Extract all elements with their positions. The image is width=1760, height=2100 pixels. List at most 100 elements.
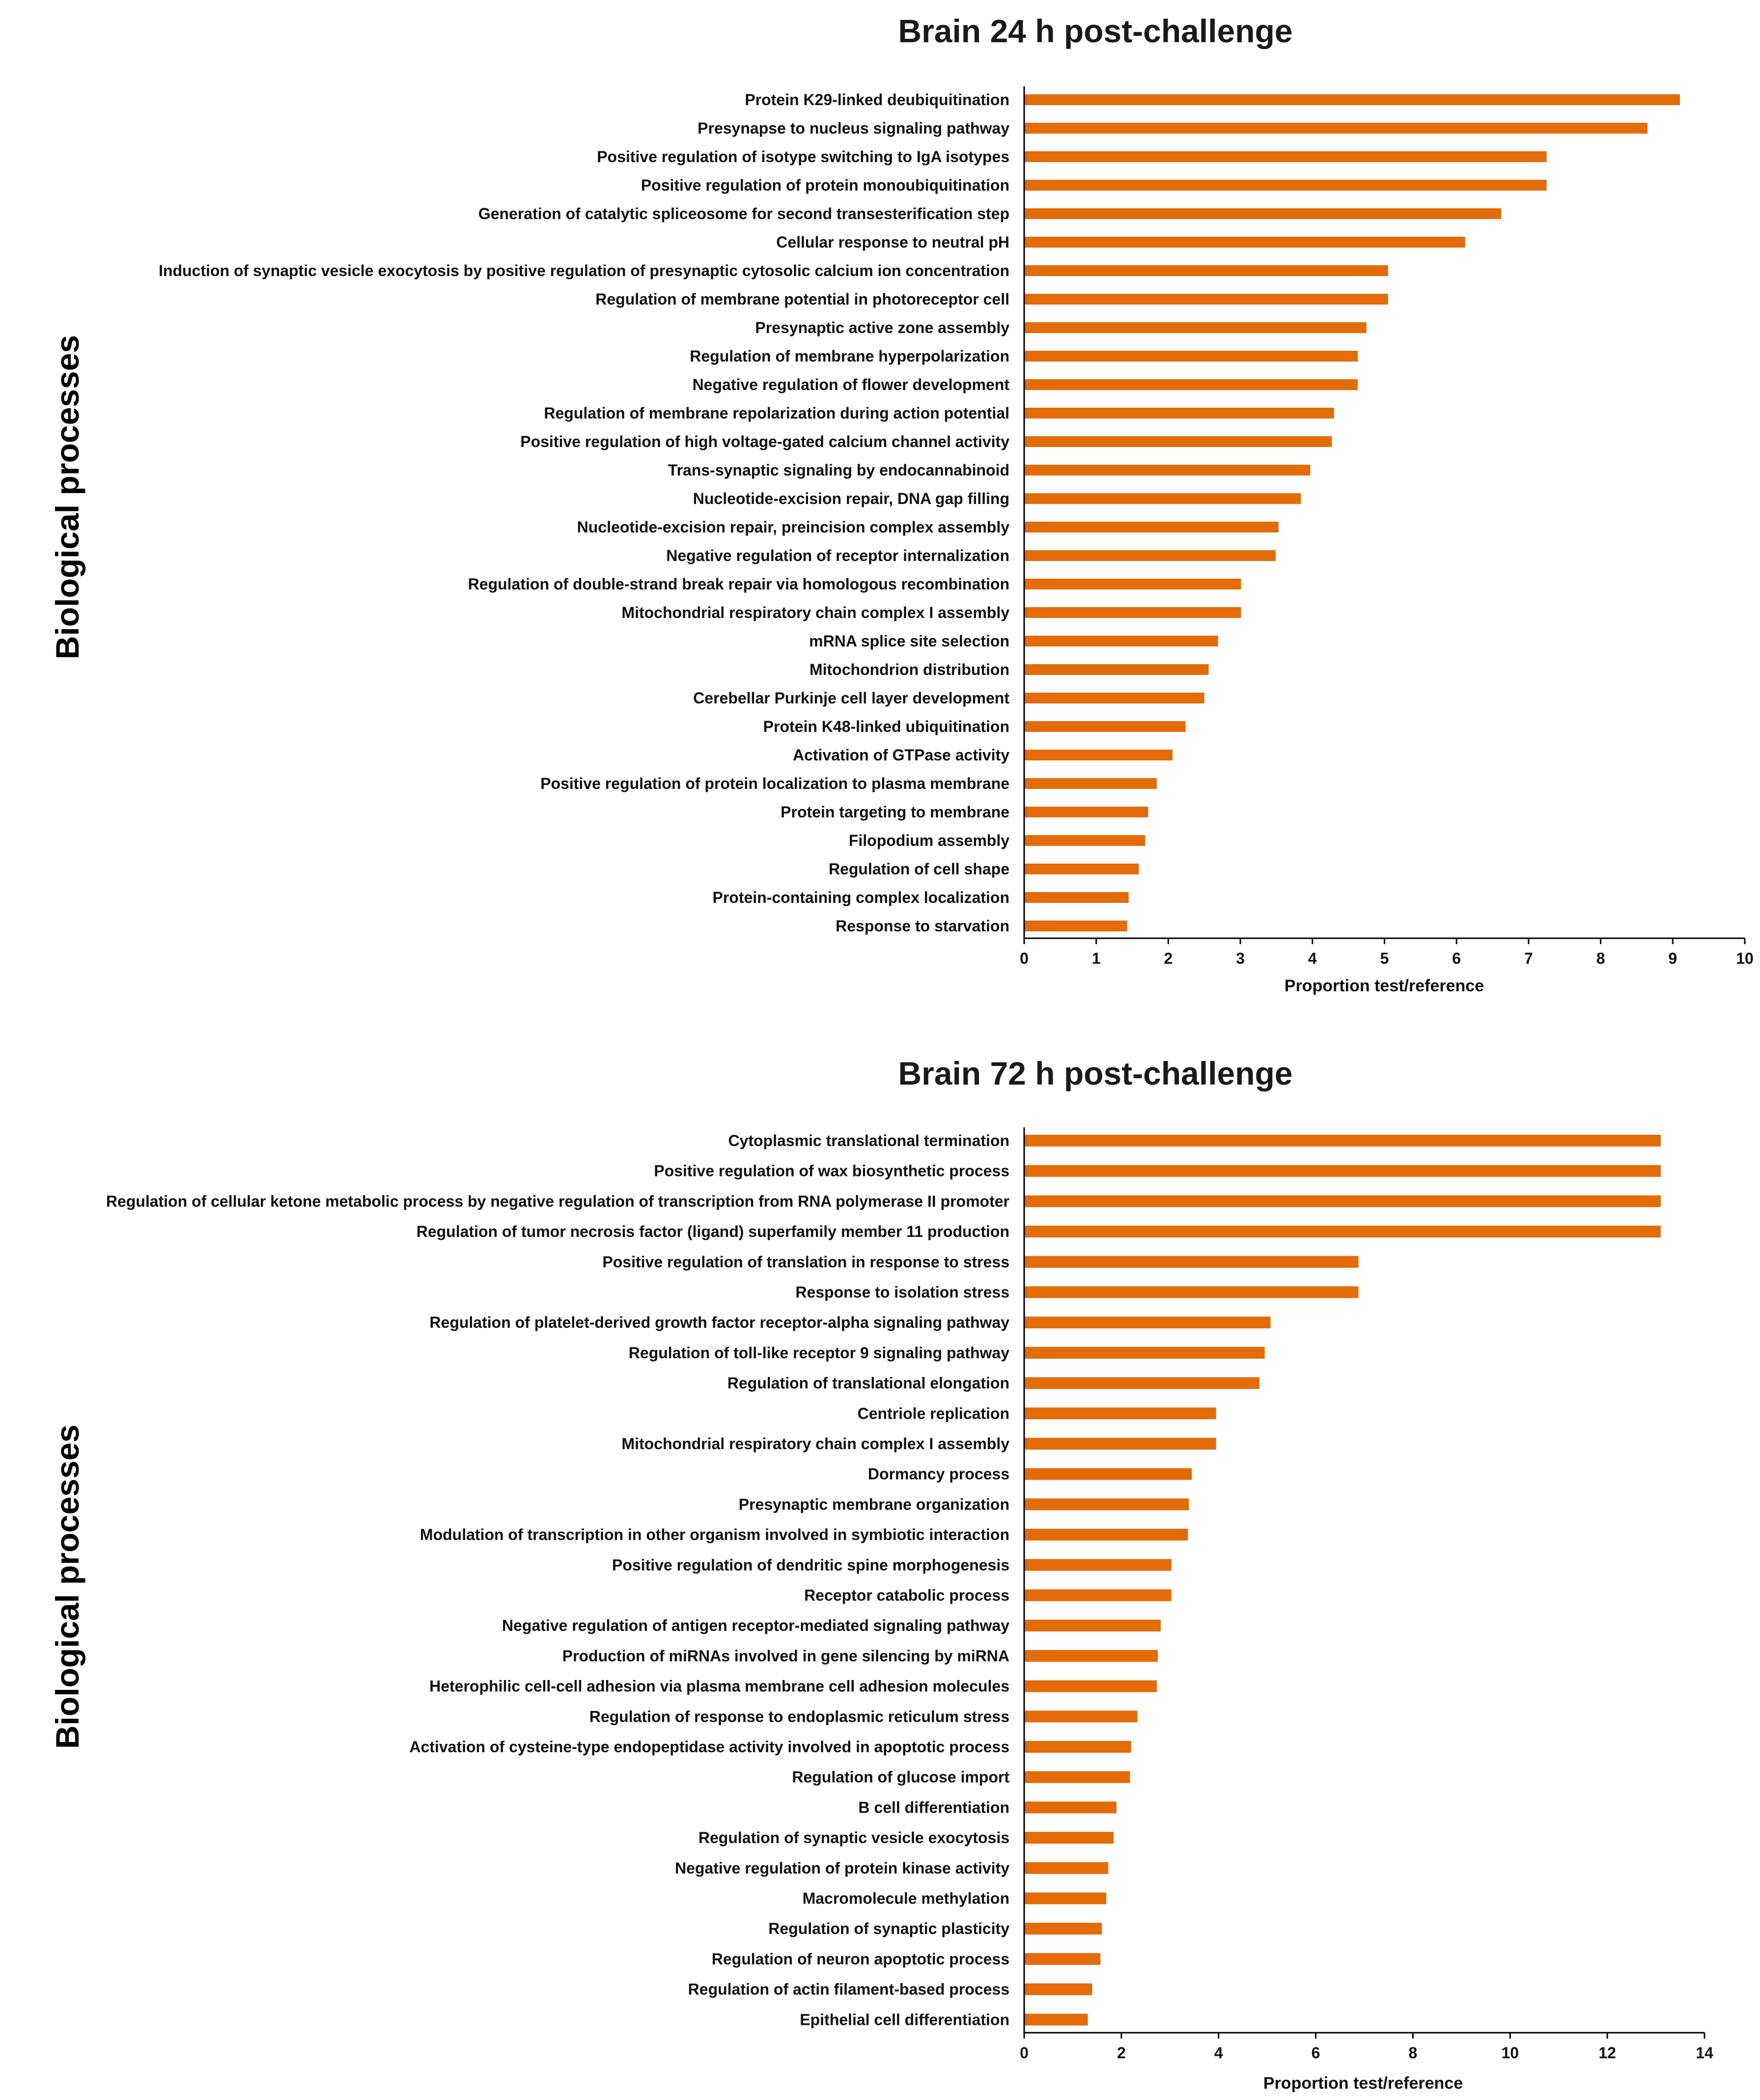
bar	[1024, 550, 1276, 561]
bar	[1024, 636, 1218, 646]
bar	[1024, 1892, 1107, 1904]
bar	[1024, 408, 1334, 419]
category-label: Nucleotide-excision repair, preincision …	[577, 518, 1010, 536]
category-label: Production of miRNAs involved in gene si…	[562, 1647, 1009, 1665]
category-label: Modulation of transcription in other org…	[420, 1526, 1009, 1543]
category-label: Negative regulation of receptor internal…	[666, 547, 1009, 564]
bar	[1024, 465, 1311, 476]
category-label: Regulation of membrane hyperpolarization	[690, 347, 1009, 365]
bar	[1024, 180, 1547, 191]
bar	[1024, 664, 1209, 675]
bar	[1024, 294, 1388, 305]
category-label: Regulation of membrane potential in phot…	[595, 290, 1009, 308]
category-label: Regulation of platelet-derived growth fa…	[429, 1314, 1009, 1331]
category-label: Negative regulation of antigen receptor-…	[502, 1617, 1009, 1634]
bar	[1024, 1620, 1161, 1632]
y-axis-label: Biological processes	[49, 1425, 85, 1749]
category-label: Activation of GTPase activity	[793, 746, 1009, 764]
bar	[1024, 921, 1127, 931]
x-tick-label: 6	[1452, 950, 1461, 967]
x-tick-label: 10	[1736, 950, 1754, 967]
chart-panel-72h: Brain 72 h post-challenge Biological pro…	[49, 1055, 1713, 2093]
category-label: Protein K48-linked ubiquitination	[763, 718, 1009, 735]
bar	[1024, 1680, 1157, 1692]
bar	[1024, 379, 1358, 390]
bar	[1024, 1468, 1192, 1480]
category-label: Regulation of response to endoplasmic re…	[589, 1708, 1009, 1725]
bar	[1024, 351, 1358, 362]
category-labels: Cytoplasmic translational termination Pos…	[106, 1132, 1010, 2028]
bar	[1024, 607, 1241, 618]
bar	[1024, 1165, 1661, 1177]
bar	[1024, 1529, 1188, 1541]
x-tick-label: 0	[1020, 950, 1029, 967]
category-label: Regulation of toll-like receptor 9 signa…	[629, 1344, 1009, 1362]
bar	[1024, 892, 1129, 903]
bar	[1024, 322, 1367, 333]
bar	[1024, 1801, 1117, 1814]
category-label: Positive regulation of dendritic spine m…	[612, 1556, 1009, 1574]
x-tick-label: 3	[1236, 950, 1245, 967]
bar	[1024, 693, 1204, 703]
category-label: Trans-synaptic signaling by endocannabin…	[668, 461, 1009, 479]
y-axis-label: Biological processes	[49, 335, 85, 659]
category-label: Positive regulation of translation in re…	[602, 1253, 1009, 1271]
bar	[1024, 1862, 1109, 1874]
category-label: Positive regulation of wax biosynthetic …	[654, 1162, 1009, 1180]
bar	[1024, 436, 1332, 447]
category-label: Response to starvation	[836, 917, 1009, 935]
bar	[1024, 778, 1157, 789]
x-tick-label: 1	[1092, 950, 1101, 967]
category-label: Regulation of cell shape	[829, 860, 1009, 878]
category-label: Heterophilic cell-cell adhesion via plas…	[429, 1678, 1009, 1695]
bar	[1024, 493, 1301, 504]
bar	[1024, 1195, 1661, 1207]
category-label: Regulation of neuron apoptotic process	[712, 1950, 1009, 1968]
x-tick-label: 10	[1501, 2044, 1519, 2062]
chart-title: Brain 72 h post-challenge	[898, 1055, 1292, 1092]
x-tick-label: 4	[1214, 2044, 1223, 2062]
category-label: Protein K29-linked deubiquitination	[745, 91, 1009, 109]
category-label: Regulation of cellular ketone metabolic …	[106, 1192, 1009, 1210]
category-label: Regulation of double-strand break repair…	[468, 575, 1009, 593]
bar	[1024, 1923, 1102, 1935]
x-tick-group: 0 1 2 3 4 5 6 7 8 9 10	[1020, 938, 1754, 967]
category-label: Cerebellar Purkinje cell layer developme…	[693, 689, 1009, 707]
bar	[1024, 1650, 1158, 1662]
category-label: Mitochondrial respiratory chain complex …	[621, 604, 1009, 621]
bar	[1024, 1710, 1138, 1723]
bar	[1024, 1953, 1101, 1965]
category-label: Negative regulation of protein kinase ac…	[675, 1859, 1009, 1877]
bar	[1024, 265, 1388, 276]
bar	[1024, 1438, 1216, 1450]
bar	[1024, 123, 1648, 134]
category-label: Cellular response to neutral pH	[776, 233, 1009, 251]
category-label: Dormancy process	[868, 1465, 1009, 1483]
category-label: Presynaptic active zone assembly	[755, 319, 1009, 336]
x-tick-label: 2	[1117, 2044, 1126, 2062]
bar	[1024, 1741, 1131, 1753]
category-label: Protein-containing complex localization	[712, 889, 1009, 906]
x-tick-label: 8	[1596, 950, 1605, 967]
bar	[1024, 1498, 1189, 1511]
x-axis-label: Proportion test/reference	[1263, 2074, 1463, 2093]
bar	[1024, 1316, 1271, 1329]
category-label: Regulation of translational elongation	[727, 1374, 1009, 1392]
x-tick-group: 0 2 4 6 8 10 12 14	[1020, 2033, 1713, 2062]
category-label: Nucleotide-excision repair, DNA gap fill…	[693, 490, 1009, 507]
bar	[1024, 1559, 1172, 1571]
chart-title: Brain 24 h post-challenge	[898, 13, 1292, 49]
category-label: Positive regulation of protein localizat…	[540, 775, 1009, 792]
bar-group	[1024, 1135, 1661, 2026]
bar	[1024, 2014, 1088, 2026]
chart-panel-24h: Brain 24 h post-challenge Biological pro…	[49, 13, 1754, 995]
x-axis-label: Proportion test/reference	[1285, 977, 1484, 995]
bar	[1024, 1771, 1130, 1783]
x-tick-label: 12	[1598, 2044, 1616, 2062]
bar	[1024, 750, 1173, 760]
category-label: Protein targeting to membrane	[781, 803, 1009, 821]
x-tick-label: 2	[1164, 950, 1173, 967]
x-tick-label: 7	[1524, 950, 1533, 967]
x-tick-label: 5	[1380, 950, 1389, 967]
